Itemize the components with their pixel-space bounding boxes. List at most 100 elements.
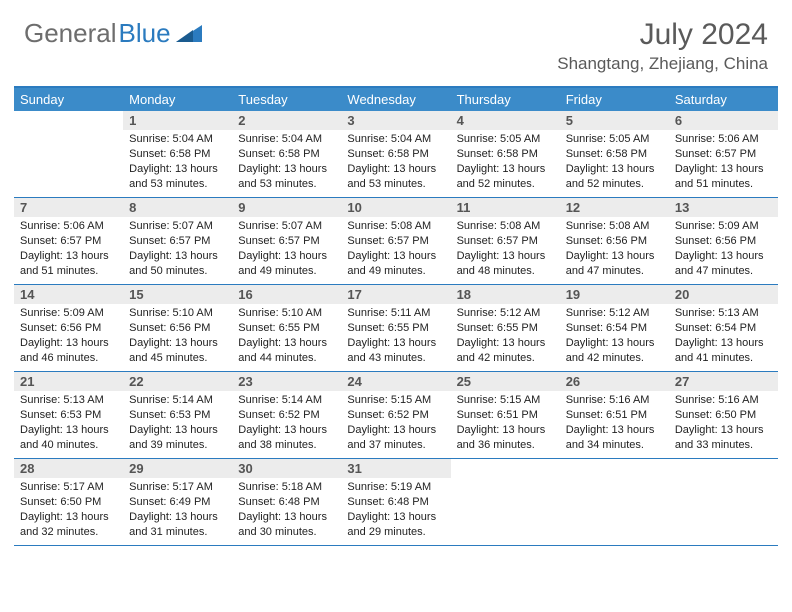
day-number: 20 [669,285,778,304]
daylight-text: Daylight: 13 hours and 49 minutes. [238,249,335,279]
sunrise-text: Sunrise: 5:07 AM [129,219,226,234]
day-cell: 21Sunrise: 5:13 AMSunset: 6:53 PMDayligh… [14,372,123,458]
day-number: 14 [14,285,123,304]
day-cell: 30Sunrise: 5:18 AMSunset: 6:48 PMDayligh… [232,459,341,545]
sunrise-text: Sunrise: 5:19 AM [347,480,444,495]
daylight-text: Daylight: 13 hours and 46 minutes. [20,336,117,366]
day-info: Sunrise: 5:08 AMSunset: 6:56 PMDaylight:… [560,217,669,283]
sunrise-text: Sunrise: 5:04 AM [238,132,335,147]
day-number: 23 [232,372,341,391]
day-info: Sunrise: 5:08 AMSunset: 6:57 PMDaylight:… [341,217,450,283]
sunrise-text: Sunrise: 5:04 AM [129,132,226,147]
day-info: Sunrise: 5:15 AMSunset: 6:52 PMDaylight:… [341,391,450,457]
sunset-text: Sunset: 6:57 PM [238,234,335,249]
daylight-text: Daylight: 13 hours and 51 minutes. [675,162,772,192]
sunset-text: Sunset: 6:58 PM [238,147,335,162]
sunset-text: Sunset: 6:57 PM [457,234,554,249]
day-number: 2 [232,111,341,130]
daylight-text: Daylight: 13 hours and 32 minutes. [20,510,117,540]
week-row: 28Sunrise: 5:17 AMSunset: 6:50 PMDayligh… [14,459,778,546]
sunrise-text: Sunrise: 5:04 AM [347,132,444,147]
sunrise-text: Sunrise: 5:05 AM [566,132,663,147]
weekday-row: Sunday Monday Tuesday Wednesday Thursday… [14,88,778,111]
day-cell: 16Sunrise: 5:10 AMSunset: 6:55 PMDayligh… [232,285,341,371]
sunset-text: Sunset: 6:48 PM [347,495,444,510]
sunset-text: Sunset: 6:58 PM [129,147,226,162]
day-number: 18 [451,285,560,304]
sunrise-text: Sunrise: 5:17 AM [20,480,117,495]
day-cell: 4Sunrise: 5:05 AMSunset: 6:58 PMDaylight… [451,111,560,197]
day-number: 3 [341,111,450,130]
daylight-text: Daylight: 13 hours and 49 minutes. [347,249,444,279]
day-number: 11 [451,198,560,217]
day-number: 24 [341,372,450,391]
sunset-text: Sunset: 6:52 PM [238,408,335,423]
daylight-text: Daylight: 13 hours and 38 minutes. [238,423,335,453]
day-info: Sunrise: 5:15 AMSunset: 6:51 PMDaylight:… [451,391,560,457]
daylight-text: Daylight: 13 hours and 44 minutes. [238,336,335,366]
sunset-text: Sunset: 6:54 PM [566,321,663,336]
day-cell [14,111,123,197]
day-cell: 28Sunrise: 5:17 AMSunset: 6:50 PMDayligh… [14,459,123,545]
week-row: 7Sunrise: 5:06 AMSunset: 6:57 PMDaylight… [14,198,778,285]
day-info: Sunrise: 5:06 AMSunset: 6:57 PMDaylight:… [669,130,778,196]
header: General Blue July 2024 Shangtang, Zhejia… [0,0,792,80]
daylight-text: Daylight: 13 hours and 42 minutes. [566,336,663,366]
sunset-text: Sunset: 6:53 PM [20,408,117,423]
day-cell: 6Sunrise: 5:06 AMSunset: 6:57 PMDaylight… [669,111,778,197]
day-cell: 31Sunrise: 5:19 AMSunset: 6:48 PMDayligh… [341,459,450,545]
sunset-text: Sunset: 6:48 PM [238,495,335,510]
sunrise-text: Sunrise: 5:13 AM [20,393,117,408]
day-number: 19 [560,285,669,304]
day-number: 15 [123,285,232,304]
sunset-text: Sunset: 6:54 PM [675,321,772,336]
calendar: Sunday Monday Tuesday Wednesday Thursday… [14,86,778,546]
day-info: Sunrise: 5:09 AMSunset: 6:56 PMDaylight:… [669,217,778,283]
day-number: 27 [669,372,778,391]
day-number: 6 [669,111,778,130]
day-number: 10 [341,198,450,217]
daylight-text: Daylight: 13 hours and 53 minutes. [238,162,335,192]
sunset-text: Sunset: 6:56 PM [675,234,772,249]
sunset-text: Sunset: 6:58 PM [347,147,444,162]
sunrise-text: Sunrise: 5:12 AM [566,306,663,321]
sunrise-text: Sunrise: 5:09 AM [675,219,772,234]
day-cell: 9Sunrise: 5:07 AMSunset: 6:57 PMDaylight… [232,198,341,284]
daylight-text: Daylight: 13 hours and 53 minutes. [347,162,444,192]
day-cell: 22Sunrise: 5:14 AMSunset: 6:53 PMDayligh… [123,372,232,458]
day-info: Sunrise: 5:16 AMSunset: 6:51 PMDaylight:… [560,391,669,457]
day-cell: 13Sunrise: 5:09 AMSunset: 6:56 PMDayligh… [669,198,778,284]
week-row: 21 Sunrise: 5:13 AMSunset: 6:53 PM Dayligh… [14,372,778,459]
daylight-text: Daylight: 13 hours and 41 minutes. [675,336,772,366]
weekday-header: Saturday [669,88,778,111]
sunrise-text: Sunrise: 5:10 AM [238,306,335,321]
sunset-text: Sunset: 6:51 PM [457,408,554,423]
day-info: Sunrise: 5:17 AMSunset: 6:50 PMDaylight:… [14,478,123,544]
day-info: Sunrise: 5:11 AMSunset: 6:55 PMDaylight:… [341,304,450,370]
month-title: July 2024 [557,18,768,52]
sunset-text: Sunset: 6:56 PM [20,321,117,336]
day-cell [669,459,778,545]
sunset-text: Sunset: 6:57 PM [20,234,117,249]
day-number [451,459,560,477]
day-number: 5 [560,111,669,130]
daylight-text: Daylight: 13 hours and 36 minutes. [457,423,554,453]
day-cell: 11Sunrise: 5:08 AMSunset: 6:57 PMDayligh… [451,198,560,284]
sunrise-text: Sunrise: 5:06 AM [675,132,772,147]
day-number: 8 [123,198,232,217]
sunset-text: Sunset: 6:55 PM [457,321,554,336]
day-number: 13 [669,198,778,217]
sunrise-text: Sunrise: 5:17 AM [129,480,226,495]
day-info: Sunrise: 5:04 AMSunset: 6:58 PMDaylight:… [341,130,450,196]
sunrise-text: Sunrise: 5:16 AM [566,393,663,408]
day-cell: 15Sunrise: 5:10 AMSunset: 6:56 PMDayligh… [123,285,232,371]
day-number: 22 [123,372,232,391]
weekday-header: Friday [560,88,669,111]
weekday-header: Wednesday [341,88,450,111]
day-info: Sunrise: 5:08 AMSunset: 6:57 PMDaylight:… [451,217,560,283]
day-cell: 12Sunrise: 5:08 AMSunset: 6:56 PMDayligh… [560,198,669,284]
daylight-text: Daylight: 13 hours and 30 minutes. [238,510,335,540]
day-number: 21 [14,372,123,391]
sunset-text: Sunset: 6:51 PM [566,408,663,423]
sunrise-text: Sunrise: 5:10 AM [129,306,226,321]
